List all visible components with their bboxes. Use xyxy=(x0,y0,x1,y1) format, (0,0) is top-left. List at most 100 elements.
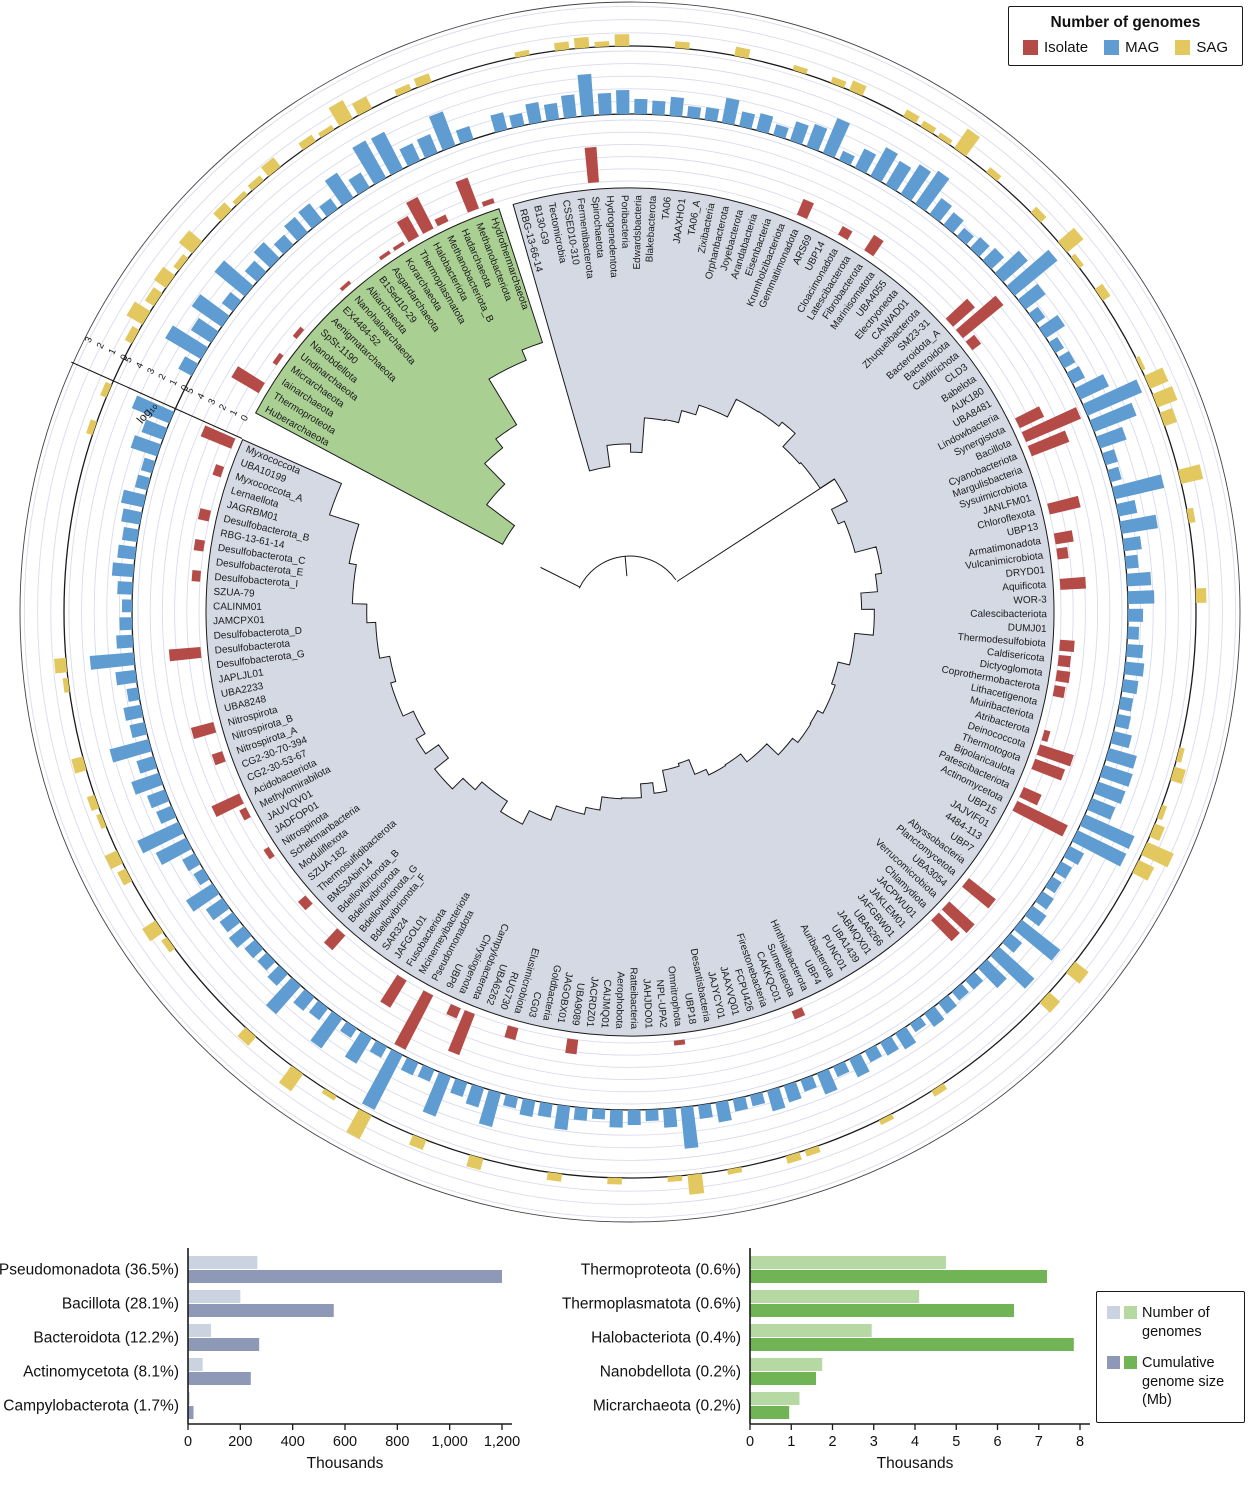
genomes-legend: Number of genomes Isolate MAG SAG xyxy=(1007,6,1243,66)
genome-size-archaea-swatch-icon xyxy=(1124,1355,1137,1369)
genome-size-bar xyxy=(188,1270,502,1283)
category-label: Actinomycetota (8.1%) xyxy=(23,1364,179,1381)
taxon-label: TA06 xyxy=(661,196,674,221)
sag-swatch-icon xyxy=(1175,40,1191,55)
genome-size-bar xyxy=(750,1270,1047,1283)
circular-phylogeny-chart: HuberarchaeotaThermoproteotaIainarchaeot… xyxy=(19,1,1241,1223)
axis-tick-label: 2 xyxy=(95,341,107,351)
category-label: Thermoproteota (0.6%) xyxy=(581,1262,741,1279)
taxon-label: JACRDZ01 xyxy=(584,976,600,1028)
bacteria-bar-chart: Pseudomonadota (36.5%) Bacillota (28.1%) B… xyxy=(0,1248,520,1472)
axis-tick-label: 4 xyxy=(134,361,146,371)
x-tick-label: 3 xyxy=(870,1434,878,1450)
axis-tick-label: 1 xyxy=(228,408,240,418)
x-tick-label: 2 xyxy=(828,1434,836,1450)
axis-tick-label: 5 xyxy=(184,386,196,396)
genome-count-archaea-swatch-icon xyxy=(1124,1306,1137,1319)
mag-swatch-icon xyxy=(1104,40,1120,55)
series-legend-row-size: Cumulative genome size (Mb) xyxy=(1107,1354,1234,1411)
taxon-label: CALINM01 xyxy=(213,601,262,613)
genome-count-bar xyxy=(750,1256,946,1269)
axis-tick-label: 3 xyxy=(145,366,157,376)
taxon-label: Ratteibacteria xyxy=(627,967,639,1029)
genome-count-bar xyxy=(750,1358,823,1371)
taxon-label: Edwardsbacteria xyxy=(632,195,645,270)
taxon-label: Blakebacterota xyxy=(644,195,659,263)
category-label: Micrarchaeota (0.2%) xyxy=(593,1398,741,1415)
genome-size-bar xyxy=(750,1338,1074,1351)
x-tick-label: 800 xyxy=(385,1434,409,1450)
legend-item-mag-label: MAG xyxy=(1125,39,1160,56)
x-tick-label: 6 xyxy=(993,1434,1001,1450)
taxon-label: CAIJMQ01 xyxy=(598,979,612,1029)
taxon-label: Aquificota xyxy=(1002,580,1047,594)
genomes-legend-items: Isolate MAG SAG xyxy=(1022,39,1228,56)
x-tick-label: 400 xyxy=(281,1434,305,1450)
legend-item-isolate-label: Isolate xyxy=(1043,39,1089,56)
taxon-label: DUMJ01 xyxy=(1007,622,1047,635)
genome-size-bar xyxy=(750,1372,816,1385)
domain-sectors xyxy=(205,187,1055,1037)
genome-count-bars xyxy=(54,34,1207,1195)
series-legend-row-genomes: Number of genomes xyxy=(1107,1304,1234,1342)
genome-size-bar xyxy=(188,1372,251,1385)
bar-chart-group: Thermoproteota (0.6%) Thermoplasmatota (0… xyxy=(562,1248,1090,1472)
category-label: Nanobdellota (0.2%) xyxy=(600,1364,741,1381)
genome-size-bacteria-swatch-icon xyxy=(1107,1355,1120,1369)
genome-count-bar xyxy=(750,1324,872,1337)
genome-count-bar xyxy=(750,1392,800,1405)
axis-tick-label: 0 xyxy=(239,413,251,423)
axis-tick-label: 3 xyxy=(83,335,95,345)
taxon-label: JAHJDO01 xyxy=(641,978,654,1029)
taxon-label: NPL-UPA2 xyxy=(654,979,669,1028)
category-label: Bacillota (28.1%) xyxy=(62,1296,179,1313)
genome-size-bar xyxy=(188,1338,260,1351)
genome-count-bar xyxy=(188,1392,190,1405)
taxon-label: UBP18 xyxy=(682,992,698,1025)
axis-tick-label: 1 xyxy=(168,378,180,388)
series-legend: Number of genomes Cumulative genome size… xyxy=(1096,1291,1245,1424)
genomes-legend-title: Number of genomes xyxy=(1050,14,1201,31)
genome-count-bar xyxy=(750,1290,920,1303)
genome-count-bar xyxy=(188,1324,212,1337)
series-legend-size-label: Cumulative genome size (Mb) xyxy=(1142,1354,1225,1409)
axis-tick-label: 2 xyxy=(217,403,229,413)
x-tick-label: 4 xyxy=(911,1434,919,1450)
taxon-label: Hydrogenedentota xyxy=(604,195,619,278)
taxon-label: Poribacteria xyxy=(619,195,631,249)
genome-count-bar xyxy=(188,1256,258,1269)
genome-count-bar xyxy=(188,1358,203,1371)
axis-tick-label: 0 xyxy=(179,383,191,393)
x-tick-label: 1,000 xyxy=(432,1434,468,1450)
genome-size-swatches-icon xyxy=(1107,1354,1137,1369)
isolate-swatch-icon xyxy=(1022,40,1038,55)
axis-tick-label: 4 xyxy=(195,392,207,402)
taxon-label: Desulfobacterota_D xyxy=(213,626,302,642)
archaea-bar-chart: Thermoproteota (0.6%) Thermoplasmatota (0… xyxy=(562,1248,1090,1472)
axis-tick-label: 2 xyxy=(156,372,168,382)
x-tick-label: 0 xyxy=(184,1434,192,1450)
genome-count-swatches-icon xyxy=(1107,1304,1137,1319)
axis-tick-label: 1 xyxy=(106,347,118,357)
taxon-label: WOR-3 xyxy=(1013,594,1047,606)
category-label: Campylobacterota (1.7%) xyxy=(3,1398,179,1415)
taxon-label: Calescibacteriota xyxy=(970,609,1047,620)
taxon-label: DRYD01 xyxy=(1005,565,1046,580)
legend-item-sag: SAG xyxy=(1175,39,1228,56)
x-axis-label: Thousands xyxy=(307,1455,384,1472)
genome-size-bar xyxy=(188,1304,334,1317)
x-tick-label: 5 xyxy=(952,1434,960,1450)
genome-size-bar xyxy=(750,1304,1014,1317)
bar-chart-group: Pseudomonadota (36.5%) Bacillota (28.1%) B… xyxy=(0,1248,520,1472)
x-tick-label: 1 xyxy=(787,1434,795,1450)
taxon-label: Spirochaetota xyxy=(589,196,605,259)
genome-size-bar xyxy=(188,1406,194,1419)
category-label: Thermoplasmatota (0.6%) xyxy=(562,1296,741,1313)
taxon-label: JAMCPX01 xyxy=(213,615,265,627)
genome-size-bar xyxy=(750,1406,790,1419)
axis-tick-label: 5 xyxy=(123,355,135,365)
taxon-label: Aerophobota xyxy=(613,971,626,1029)
x-tick-label: 200 xyxy=(228,1434,252,1450)
